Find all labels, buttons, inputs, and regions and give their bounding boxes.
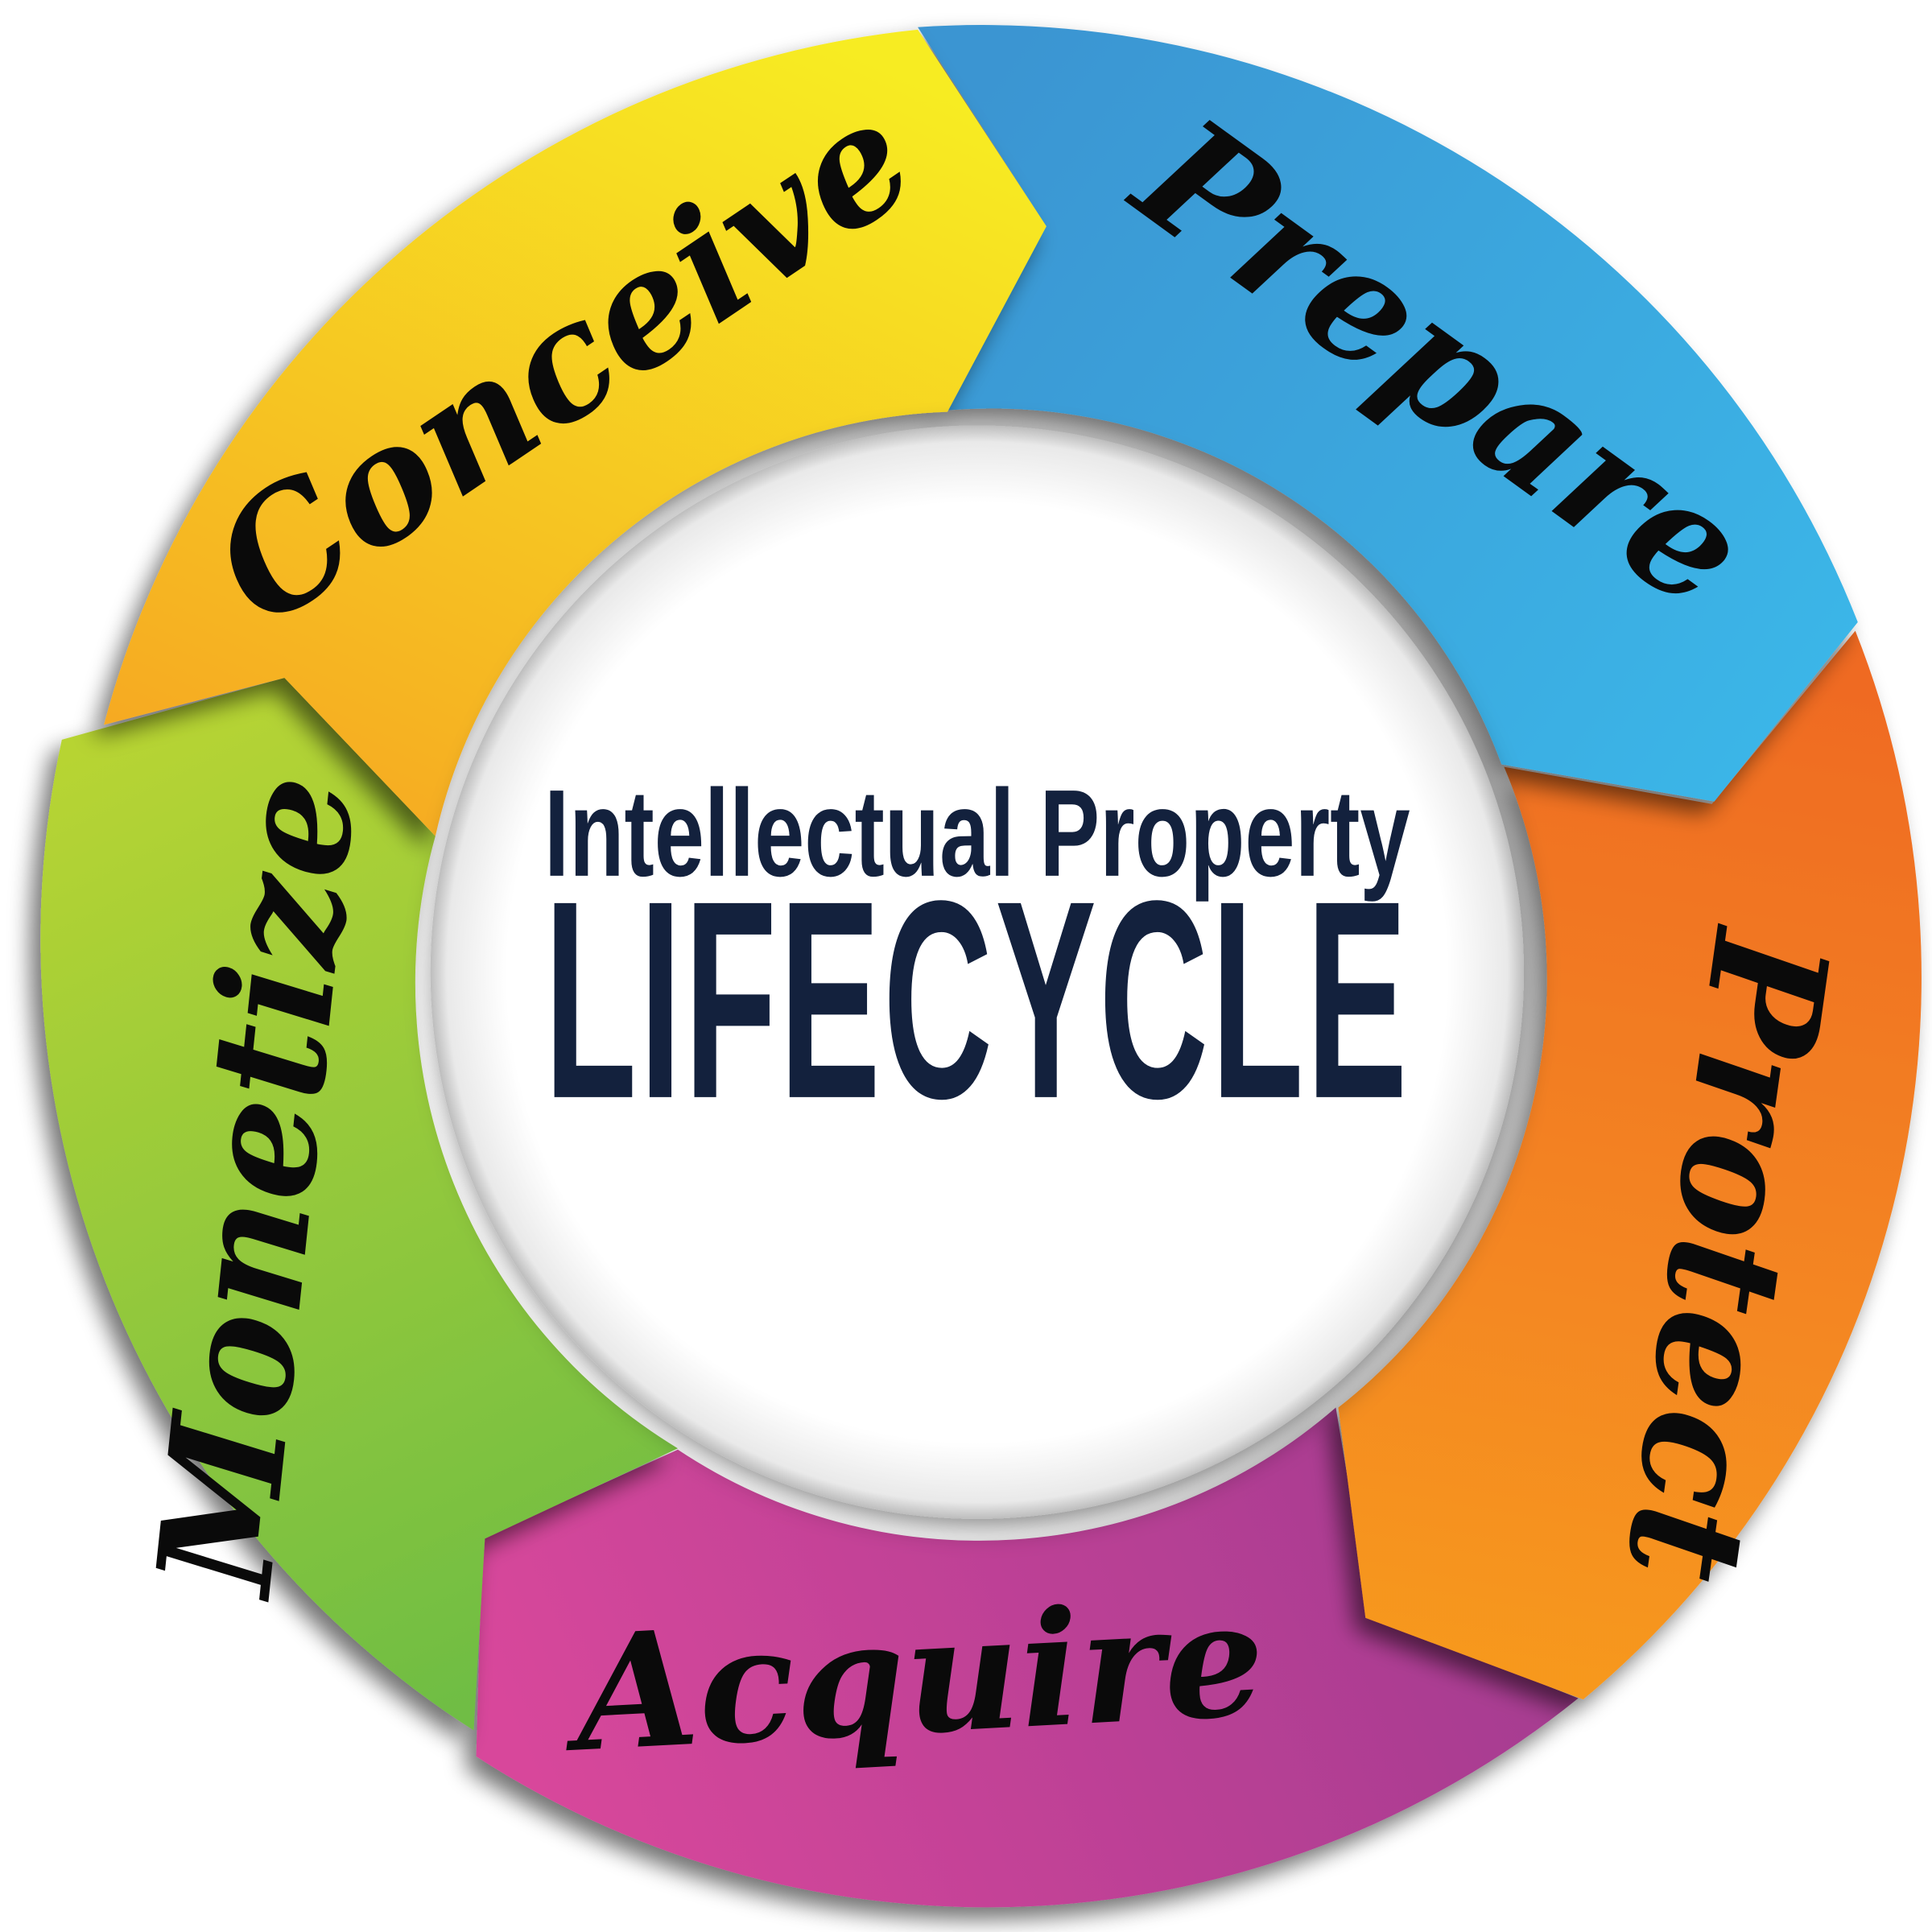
segment-protect [1338,630,1922,1700]
center-disc [430,425,1524,1519]
segment-conceive [104,29,1046,836]
center-subtitle: Intellectual Property [544,764,1410,902]
label-acquire: Acquire [558,1566,1269,1788]
segment-acquire [476,1407,1579,1908]
segment-prepare [918,25,1858,802]
segment-monetize [40,677,678,1731]
center-title: LIFECYCLE [544,843,1410,1158]
